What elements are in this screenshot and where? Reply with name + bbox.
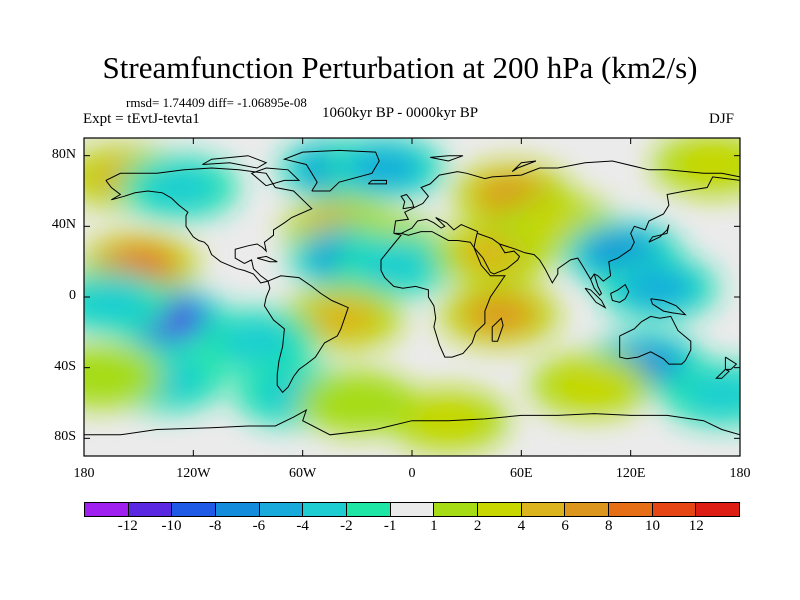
anomaly-region — [84, 270, 172, 335]
coastline — [380, 231, 506, 358]
anomaly-region — [598, 256, 718, 321]
coastline — [263, 275, 349, 394]
colorbar-box — [216, 503, 260, 516]
colorbar-label: -12 — [117, 518, 138, 534]
coastline — [511, 160, 537, 173]
coastline — [584, 287, 607, 309]
coastline — [202, 155, 268, 169]
colorbar-label: 1 — [430, 518, 438, 534]
colorbar-label: -1 — [383, 518, 397, 534]
coastline — [473, 232, 521, 275]
colorbar-box — [85, 503, 129, 516]
lon-label: 120E — [615, 466, 646, 481]
anomaly-region — [324, 138, 445, 201]
colorbar-box — [434, 503, 479, 516]
anomaly-contour — [297, 371, 418, 435]
coastline — [648, 224, 670, 243]
anomaly-contour — [350, 149, 420, 187]
anomaly-contour — [216, 319, 299, 364]
anomaly-region — [439, 282, 560, 347]
anomaly-region — [652, 138, 740, 197]
colorbar-label: -8 — [208, 518, 222, 534]
coastline — [400, 193, 415, 210]
colorbar-label: 6 — [561, 518, 569, 534]
anomaly-contour — [467, 297, 531, 332]
anomaly-region — [118, 155, 239, 220]
coastline — [650, 298, 687, 316]
stats-text: rmsd= 1.74409 diff= -1.06895e-08 — [126, 95, 307, 110]
colorbar-label: 8 — [605, 518, 613, 534]
colorbar-label: 12 — [688, 518, 704, 534]
coastline — [715, 368, 730, 379]
coastline — [250, 167, 301, 187]
colorbar-label: 4 — [517, 518, 526, 534]
coastline — [724, 356, 738, 370]
anomaly-contour — [137, 165, 220, 210]
colorbar-box — [521, 503, 566, 516]
coastline — [256, 255, 278, 263]
anomaly-contour — [84, 344, 163, 409]
colorbar-label: 10 — [645, 518, 661, 534]
coastline — [430, 155, 464, 162]
lon-label: 60W — [289, 466, 317, 481]
period-label: 1060kyr BP - 0000kyr BP — [322, 105, 479, 121]
colorbar-label: -10 — [161, 518, 182, 534]
anomaly-contour — [308, 299, 378, 337]
coastline — [499, 176, 740, 284]
colorbar-label: -2 — [340, 518, 353, 534]
lat-label: 40N — [51, 217, 76, 233]
season-label: DJF — [709, 111, 735, 127]
colorbar-label: -6 — [252, 518, 266, 534]
experiment-label: Expt = tEvtJ-tevta1 — [83, 111, 200, 127]
coastline — [491, 317, 504, 342]
anomaly-contour — [84, 280, 153, 325]
lon-label: 180 — [729, 466, 751, 481]
colorbar-box — [259, 503, 304, 516]
colorbar-box — [478, 503, 522, 516]
colorbar-label: -4 — [296, 518, 309, 534]
colorbar-label: 2 — [473, 518, 482, 534]
anomaly-contour — [623, 269, 693, 307]
anomaly-region — [197, 309, 318, 374]
coastline — [400, 217, 479, 248]
lat-label: 40S — [54, 358, 76, 374]
anomaly-contour — [680, 372, 740, 417]
colorbar-box — [390, 503, 435, 516]
colorbar-box — [652, 503, 697, 516]
lat-label: 0 — [69, 288, 76, 303]
colorbar-box — [565, 503, 610, 516]
anomaly-region — [530, 353, 651, 418]
colorbar-box — [347, 503, 391, 516]
lon-label: 60E — [510, 466, 533, 481]
colorbar-box — [172, 503, 217, 516]
coastline — [590, 273, 603, 296]
colorbar-box — [609, 503, 653, 516]
colorbar — [84, 502, 740, 517]
coastline — [393, 160, 740, 234]
lat-label: 80S — [54, 429, 76, 445]
lon-label: 120W — [176, 466, 211, 481]
coastline — [84, 409, 740, 436]
coastline — [367, 179, 387, 185]
anomaly-contour — [549, 363, 632, 408]
coastline — [282, 149, 380, 192]
coastline — [619, 315, 692, 365]
colorbar-box — [696, 503, 740, 516]
lat-label: 80N — [51, 146, 76, 162]
lon-label: 180 — [73, 466, 95, 481]
plot-title: Streamfunction Perturbation at 200 hPa (… — [102, 50, 698, 85]
anomaly-region — [661, 362, 740, 427]
anomaly-region — [333, 233, 454, 298]
anomaly-region — [84, 344, 163, 409]
coastline — [610, 283, 630, 303]
anomaly-region — [452, 162, 573, 227]
lon-label: 0 — [408, 466, 416, 481]
anomaly-contour — [352, 243, 435, 288]
anomaly-region — [297, 371, 418, 435]
anomaly-contour — [671, 142, 740, 187]
colorbar-box — [303, 503, 348, 516]
coastline — [105, 167, 313, 284]
colorbar-box — [128, 503, 173, 516]
